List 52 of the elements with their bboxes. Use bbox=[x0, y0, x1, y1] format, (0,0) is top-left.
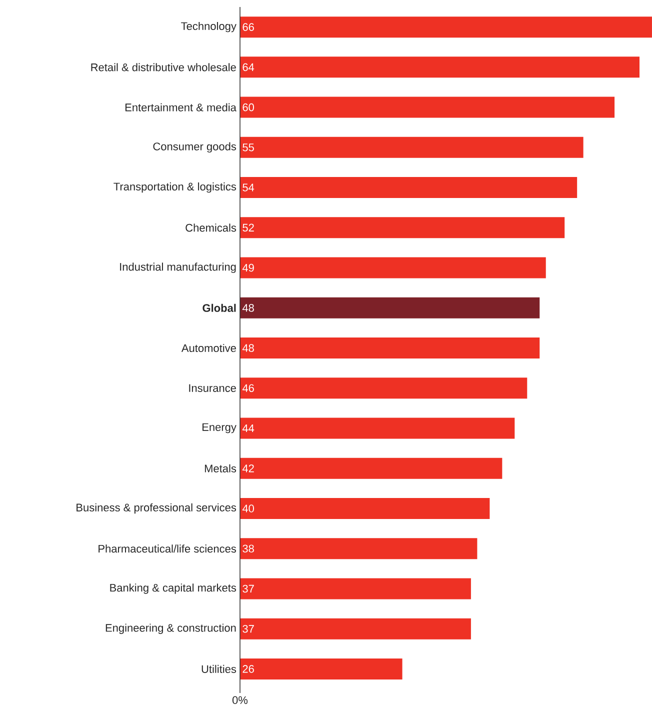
bar bbox=[240, 56, 640, 78]
data-label: 52 bbox=[242, 224, 254, 232]
data-label: 37 bbox=[242, 584, 254, 593]
bar bbox=[240, 498, 490, 519]
data-label: 60 bbox=[242, 103, 254, 112]
bar bbox=[240, 257, 546, 278]
y-tick-label: Engineering & construction bbox=[106, 624, 236, 634]
data-label: 44 bbox=[242, 424, 254, 432]
data-label: 49 bbox=[242, 264, 254, 272]
y-tick-label: Banking & capital markets bbox=[110, 584, 236, 594]
y-tick-label: Global bbox=[202, 304, 236, 312]
data-label: 38 bbox=[242, 544, 254, 552]
data-label: 64 bbox=[242, 63, 254, 72]
data-label: 37 bbox=[242, 624, 254, 633]
y-tick-label: Pharmaceutical/life sciences bbox=[98, 544, 236, 553]
bar bbox=[240, 538, 478, 560]
y-tick-label: Insurance bbox=[189, 384, 236, 392]
data-label: 48 bbox=[242, 344, 254, 352]
data-label: 48 bbox=[242, 304, 254, 312]
y-tick-label: Industrial manufacturing bbox=[120, 262, 236, 273]
y-tick-label: Business & professional services bbox=[76, 503, 236, 514]
data-label: 26 bbox=[242, 665, 254, 673]
y-tick-label: Consumer goods bbox=[153, 142, 236, 153]
y-tick-label: Energy bbox=[202, 423, 236, 434]
bar bbox=[240, 177, 578, 198]
bar bbox=[240, 658, 402, 680]
y-tick-label: Automotive bbox=[181, 344, 236, 352]
bar bbox=[240, 418, 515, 439]
bar bbox=[240, 297, 540, 318]
bar bbox=[240, 96, 615, 118]
bar bbox=[240, 338, 540, 359]
bar bbox=[240, 136, 584, 158]
data-label: 55 bbox=[242, 144, 254, 152]
data-label: 66 bbox=[242, 23, 254, 31]
bar bbox=[240, 378, 528, 399]
y-tick-label: Entertainment & media bbox=[125, 103, 236, 112]
data-label: 46 bbox=[242, 384, 254, 392]
y-tick-label: Utilities bbox=[202, 664, 236, 673]
y-tick-label: Transportation & logistics bbox=[114, 182, 236, 193]
data-label: 54 bbox=[242, 184, 254, 192]
y-tick-label: Metals bbox=[204, 464, 236, 472]
y-tick-label: Retail & distributive wholesale bbox=[91, 63, 236, 72]
text: 0% bbox=[232, 696, 248, 704]
bar bbox=[240, 578, 471, 600]
bar bbox=[240, 16, 652, 38]
y-tick-label: Chemicals bbox=[186, 224, 236, 232]
bar bbox=[240, 618, 471, 640]
y-tick-label: Technology bbox=[181, 22, 236, 32]
data-label: 40 bbox=[242, 504, 254, 512]
bar bbox=[240, 458, 502, 479]
bar bbox=[240, 217, 565, 238]
data-label: 42 bbox=[242, 464, 254, 472]
